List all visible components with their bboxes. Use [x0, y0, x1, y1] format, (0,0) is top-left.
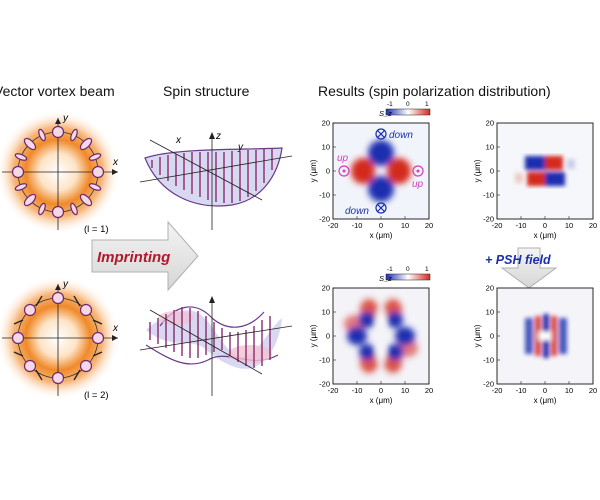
polarization-markers [11, 291, 105, 385]
spin-structure-l2 [139, 296, 293, 396]
y-tick-label: 10 [322, 143, 330, 152]
x-tick-label: -10 [352, 386, 363, 395]
x-axis-label: x (μm) [534, 396, 557, 405]
spin-x-label: x [175, 135, 182, 146]
beam-order-label: (l = 1) [84, 224, 109, 235]
y-arrowhead [55, 118, 61, 124]
y-tick-label: 20 [322, 284, 330, 293]
colorbar-tick: 0 [406, 101, 410, 108]
x-tick-label: 10 [565, 386, 573, 395]
spin-map-l2 [332, 287, 430, 385]
colorbar-tick: -1 [387, 101, 393, 108]
x-tick-label: 10 [401, 386, 409, 395]
y-tick-label: -20 [483, 215, 494, 224]
annotation-down: down [345, 206, 369, 217]
colorbar-tick: -1 [387, 266, 393, 273]
x-arrowhead [112, 335, 118, 341]
y-arrowhead [55, 284, 61, 290]
spin-map-l1-psh [496, 122, 594, 220]
beam-order-label: (l = 2) [84, 390, 109, 401]
beam-y-label: y [62, 113, 69, 124]
x-axis-label: x (μm) [534, 231, 557, 240]
y-tick-label: 0 [326, 332, 330, 341]
beam-y-label: y [62, 279, 69, 290]
x-tick-label: 20 [425, 386, 433, 395]
x-tick-label: 0 [379, 221, 383, 230]
colorbar-bottom: S_z -1 0 1 [379, 266, 431, 283]
y-tick-label: -20 [319, 380, 330, 389]
beam-x-label: x [112, 323, 119, 334]
psh-field-arrow: + PSH field [485, 247, 558, 289]
y-tick-label: 10 [486, 143, 494, 152]
x-tick-label: -20 [492, 221, 503, 230]
y-axis-label: y (μm) [309, 159, 318, 182]
map-frame [332, 122, 430, 220]
header-spin-structure: Spin structure [163, 83, 250, 99]
y-tick-label: 0 [490, 167, 494, 176]
x-tick-label: -10 [516, 221, 527, 230]
spin-y-label: y [237, 142, 244, 153]
x-tick-label: -10 [352, 221, 363, 230]
x-tick-label: 20 [589, 386, 597, 395]
x-axis-label: x (μm) [370, 396, 393, 405]
y-tick-label: -10 [483, 356, 494, 365]
x-tick-label: 0 [543, 221, 547, 230]
y-axis-label: y (μm) [473, 159, 482, 182]
colorbar-tick: 0 [406, 266, 410, 273]
x-tick-label: 20 [425, 221, 433, 230]
header-results: Results (spin polarization distribution) [318, 83, 551, 99]
header-vector-vortex-beam: Vector vortex beam [0, 83, 115, 99]
y-tick-label: 0 [326, 167, 330, 176]
y-tick-label: 20 [486, 284, 494, 293]
y-axis-label: y (μm) [473, 324, 482, 347]
y-tick-label: 10 [322, 308, 330, 317]
annotation-down: down [389, 130, 413, 141]
x-tick-label: -10 [516, 386, 527, 395]
y-tick-label: -20 [319, 215, 330, 224]
spin-structure-l1: x y z [139, 131, 293, 230]
colorbar-label: S_z [379, 109, 392, 118]
y-tick-label: -10 [319, 191, 330, 200]
x-tick-label: 0 [543, 386, 547, 395]
colorbar-top: S_z -1 0 1 [379, 101, 431, 118]
x-tick-label: -20 [492, 386, 503, 395]
annotation-up: up [412, 179, 424, 190]
annotation-up: up [337, 153, 349, 164]
y-tick-label: -10 [319, 356, 330, 365]
x-tick-label: 10 [401, 221, 409, 230]
x-arrowhead [112, 169, 118, 175]
spin-map-l1: down down up up [332, 122, 430, 220]
beam-x-label: x [112, 157, 119, 168]
y-tick-label: -20 [483, 380, 494, 389]
x-tick-label: 10 [565, 221, 573, 230]
psh-field-label: + PSH field [485, 253, 551, 267]
spin-vectors [151, 149, 273, 203]
imprinting-label: Imprinting [97, 249, 170, 266]
x-tick-label: -20 [328, 386, 339, 395]
x-axis-label: x (μm) [370, 231, 393, 240]
polarization-ticks [13, 295, 103, 381]
imprinting-arrow: Imprinting [91, 220, 199, 292]
x-tick-label: 0 [379, 386, 383, 395]
vortex-beam-l1: x y (l = 1) [0, 110, 120, 235]
colorbar-tick: 1 [425, 101, 429, 108]
y-tick-label: 0 [490, 332, 494, 341]
y-tick-label: 10 [486, 308, 494, 317]
x-tick-label: -20 [328, 221, 339, 230]
vortex-beam-l2: x y (l = 2) [0, 276, 120, 401]
y-axis-label: y (μm) [309, 324, 318, 347]
spin-map-l2-psh [496, 287, 594, 385]
y-tick-label: -10 [483, 191, 494, 200]
colorbar-tick: 1 [425, 266, 429, 273]
colorbar-label: S_z [379, 274, 392, 283]
y-tick-label: 20 [322, 119, 330, 128]
polarization-markers [11, 125, 105, 219]
spin-z-label: z [215, 131, 221, 142]
y-tick-label: 20 [486, 119, 494, 128]
x-tick-label: 20 [589, 221, 597, 230]
